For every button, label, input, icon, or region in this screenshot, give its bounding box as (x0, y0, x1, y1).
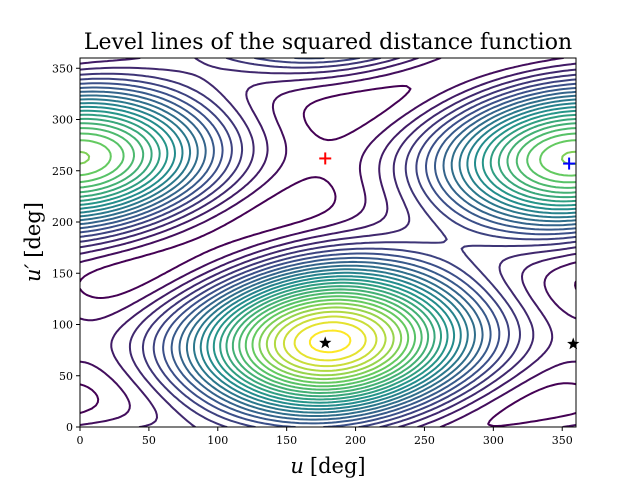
x-axis-label: u [deg] (290, 454, 365, 478)
contour-level (80, 109, 576, 404)
x-axis-variable: u (290, 454, 304, 478)
contour-level (80, 58, 576, 427)
contour-level (80, 58, 576, 427)
red-plus-marker (319, 152, 332, 165)
x-tick-label: 50 (142, 434, 156, 447)
x-tick-label: 100 (207, 434, 228, 447)
contour-level (80, 84, 576, 427)
y-tick-label: 0 (66, 421, 73, 434)
x-tick-label: 150 (276, 434, 297, 447)
star-marker (319, 336, 332, 349)
x-tick-label: 250 (414, 434, 435, 447)
y-tick-label: 250 (52, 165, 73, 178)
y-axis-variable: u′ (21, 263, 45, 282)
contour-level (80, 105, 576, 407)
y-tick-label: 100 (52, 319, 73, 332)
contour-level (80, 132, 576, 388)
x-tick-label: 300 (483, 434, 504, 447)
y-tick-label: 350 (52, 62, 73, 75)
contour-level (80, 127, 576, 391)
y-tick-label: 150 (52, 267, 73, 280)
contour-level (282, 315, 378, 368)
contour-lines (80, 58, 576, 427)
y-tick-label: 300 (52, 114, 73, 127)
y-tick-label: 200 (52, 216, 73, 229)
x-tick-label: 0 (77, 434, 84, 447)
contour-level (273, 310, 387, 372)
y-axis-unit: [deg] (21, 202, 45, 258)
contour-level (80, 58, 576, 427)
contour-level (80, 90, 576, 421)
contour-level (80, 58, 576, 427)
contour-level (80, 122, 576, 394)
contour-level (80, 102, 576, 411)
contour-level (80, 139, 576, 384)
blue-plus-marker (563, 157, 576, 170)
x-axis-unit: [deg] (310, 454, 366, 478)
contour-level (80, 113, 576, 401)
star-marker (567, 337, 580, 350)
x-tick-label: 350 (552, 434, 573, 447)
chart-title: Level lines of the squared distance func… (84, 30, 572, 55)
y-axis-label: u′ [deg] (21, 202, 45, 282)
contour-level (80, 94, 576, 417)
contour-level (80, 58, 576, 427)
critical-point-markers (319, 152, 580, 350)
contour-level (80, 98, 576, 414)
x-tick-label: 200 (345, 434, 366, 447)
y-axis-ticks: 0 50 100 150 200 250 300 350 (52, 62, 80, 434)
plot-frame (79, 57, 577, 428)
contour-level (80, 86, 576, 425)
x-axis-ticks: 0 50 100 150 200 250 300 350 (77, 427, 573, 447)
y-tick-label: 50 (59, 370, 73, 383)
contour-level (293, 321, 367, 362)
contour-level (80, 117, 576, 398)
contour-level (265, 306, 395, 377)
contour-level (308, 329, 352, 354)
